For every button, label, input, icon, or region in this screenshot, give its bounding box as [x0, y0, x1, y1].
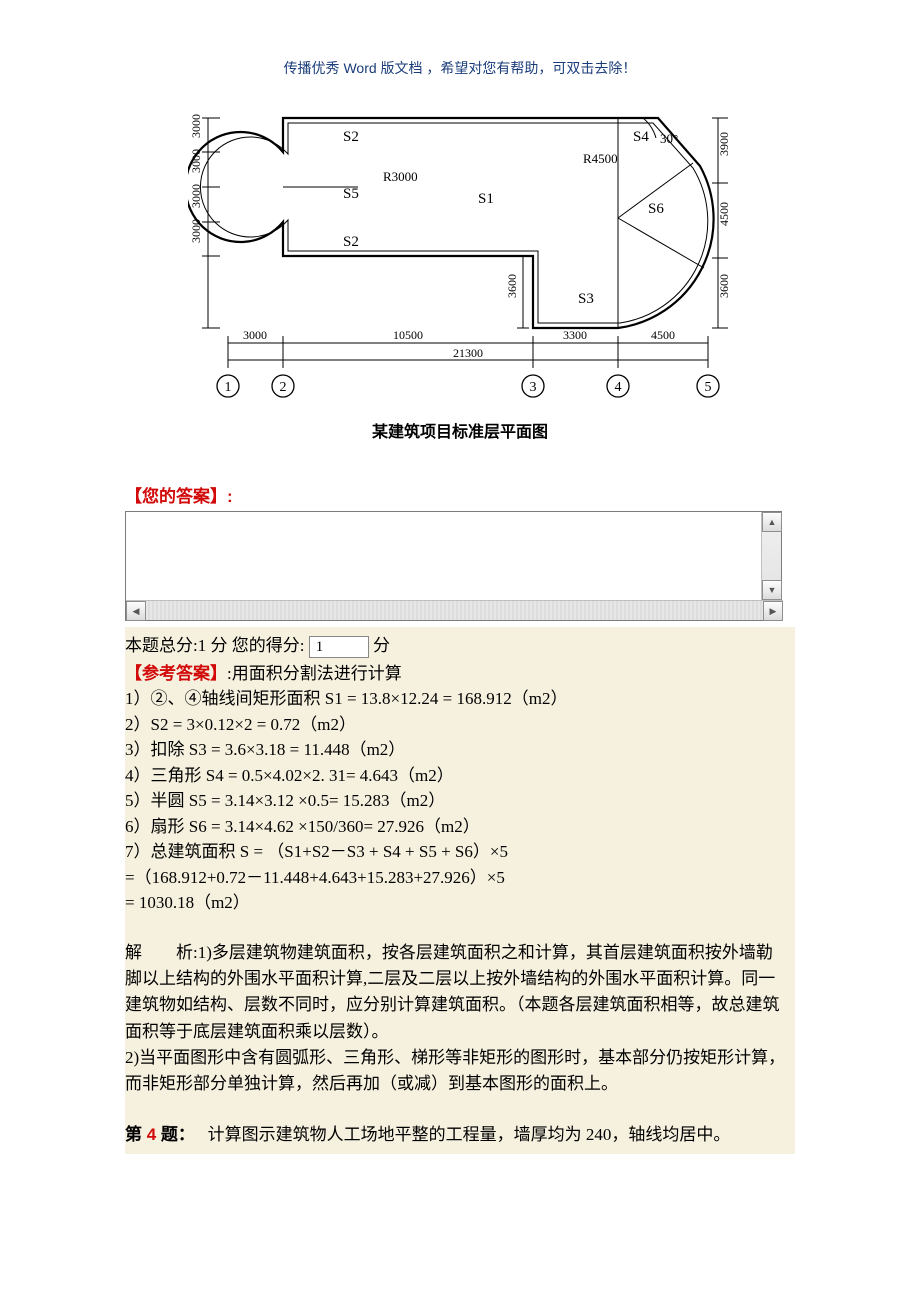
- vdim-l-3: 3000: [189, 219, 203, 243]
- vertical-scrollbar[interactable]: ▲ ▼: [761, 512, 781, 600]
- floor-plan-diagram: S2 S2 S5 S1 S3 S4 S6 R3000 R4500 30°: [188, 108, 733, 408]
- your-answer-label: 【您的答案】:: [125, 482, 795, 507]
- score-prefix: 本题总分:1 分 您的得分:: [125, 636, 304, 655]
- answer-line: 2）S2 = 3×0.12×2 = 0.72（m2）: [125, 712, 789, 738]
- axis-3: 3: [529, 380, 536, 395]
- vdim-l-1: 3000: [189, 149, 203, 173]
- hdim-0: 3000: [243, 328, 267, 342]
- scroll-track[interactable]: [146, 601, 763, 620]
- hdim-total: 21300: [453, 346, 483, 360]
- answer-line: =（168.912+0.72－11.448+4.643+15.283+27.92…: [125, 865, 789, 891]
- label-r3000: R3000: [383, 169, 418, 184]
- vdim-r-0: 3900: [717, 132, 731, 156]
- q-label-post: 题：: [156, 1125, 186, 1144]
- score-input[interactable]: [309, 636, 369, 658]
- label-s6: S6: [648, 201, 664, 217]
- hdim-1: 10500: [393, 328, 423, 342]
- answer-line: 6）扇形 S6 = 3.14×4.62 ×150/360= 27.926（m2）: [125, 814, 789, 840]
- ref-answer-label-suffix: :用面积分割法进行计算: [227, 664, 402, 683]
- label-r4500: R4500: [583, 151, 618, 166]
- hdim-3: 4500: [651, 328, 675, 342]
- diagram-caption: 某建筑项目标准层平面图: [125, 418, 795, 442]
- answer-line: 1）②、④轴线间矩形面积 S1 = 13.8×12.24 = 168.912（m…: [125, 686, 789, 712]
- q-label-num: 4: [147, 1125, 156, 1144]
- answer-line: = 1030.18（m2）: [125, 890, 789, 916]
- vdim-r-1: 4500: [717, 202, 731, 226]
- page-header: 传播优秀 Word 版文档 ，希望对您有帮助，可双击去除！: [0, 0, 920, 108]
- answer-line: 3）扣除 S3 = 3.6×3.18 = 11.448（m2）: [125, 737, 789, 763]
- scroll-down-icon[interactable]: ▼: [762, 580, 782, 600]
- axis-4: 4: [614, 380, 621, 395]
- scroll-up-icon[interactable]: ▲: [762, 512, 782, 532]
- score-suffix: 分: [373, 636, 390, 655]
- answer-line: 7）总建筑面积 S = （S1+S2－S3 + S4 + S5 + S6）×5: [125, 839, 789, 865]
- label-angle30: 30°: [660, 131, 678, 146]
- label-s5: S5: [343, 186, 359, 202]
- next-question: 第 4 题： 计算图示建筑物人工场地平整的工程量，墙厚均为 240，轴线均居中。: [125, 1122, 789, 1148]
- answer-textarea[interactable]: [126, 512, 760, 600]
- answer-text: 1）②、④轴线间矩形面积 S1 = 13.8×12.24 = 168.912（m…: [125, 686, 789, 916]
- answer-textarea-container: ▲ ▼ ◀ ▶: [125, 511, 782, 621]
- axis-5: 5: [704, 380, 711, 395]
- ref-answer-label: 【参考答案】: [125, 664, 227, 683]
- analysis-p1: 1)多层建筑物建筑面积，按各层建筑面积之和计算，其首层建筑面积按外墙勒脚以上结构…: [125, 943, 780, 1041]
- horizontal-scrollbar[interactable]: ◀ ▶: [126, 600, 783, 620]
- answer-line: 5）半圆 S5 = 3.14×3.12 ×0.5= 15.283（m2）: [125, 788, 789, 814]
- answer-line: 4）三角形 S4 = 0.5×4.02×2. 31= 4.643（m2）: [125, 763, 789, 789]
- label-s2b: S2: [343, 234, 359, 250]
- dim-3600: 3600: [505, 274, 519, 298]
- floor-plan-svg: S2 S2 S5 S1 S3 S4 S6 R3000 R4500 30°: [188, 108, 733, 408]
- scroll-right-icon[interactable]: ▶: [763, 601, 783, 621]
- score-line: 本题总分:1 分 您的得分: 分: [125, 633, 789, 659]
- vdim-r-2: 3600: [717, 274, 731, 298]
- hdim-2: 3300: [563, 328, 587, 342]
- next-question-text: 计算图示建筑物人工场地平整的工程量，墙厚均为 240，轴线均居中。: [186, 1125, 730, 1144]
- label-s3: S3: [578, 291, 594, 307]
- answer-block: 本题总分:1 分 您的得分: 分 【参考答案】:用面积分割法进行计算 1）②、④…: [125, 627, 795, 1154]
- label-s2a: S2: [343, 129, 359, 145]
- label-s1: S1: [478, 191, 494, 207]
- axis-2: 2: [279, 380, 286, 395]
- analysis-p2: 2)当平面图形中含有圆弧形、三角形、梯形等非矩形的图形时，基本部分仍按矩形计算，…: [125, 1045, 789, 1098]
- q-label-pre: 第: [125, 1125, 147, 1144]
- axis-1: 1: [224, 380, 231, 395]
- vdim-l-2: 3000: [189, 184, 203, 208]
- analysis: 解 析:1)多层建筑物建筑面积，按各层建筑面积之和计算，其首层建筑面积按外墙勒脚…: [125, 940, 789, 1098]
- analysis-prefix: 解 析:: [125, 943, 198, 962]
- content-wrap: S2 S2 S5 S1 S3 S4 S6 R3000 R4500 30°: [0, 108, 920, 1204]
- label-s4: S4: [633, 129, 649, 145]
- vdim-l-0: 3000: [189, 114, 203, 138]
- scroll-left-icon[interactable]: ◀: [126, 601, 146, 621]
